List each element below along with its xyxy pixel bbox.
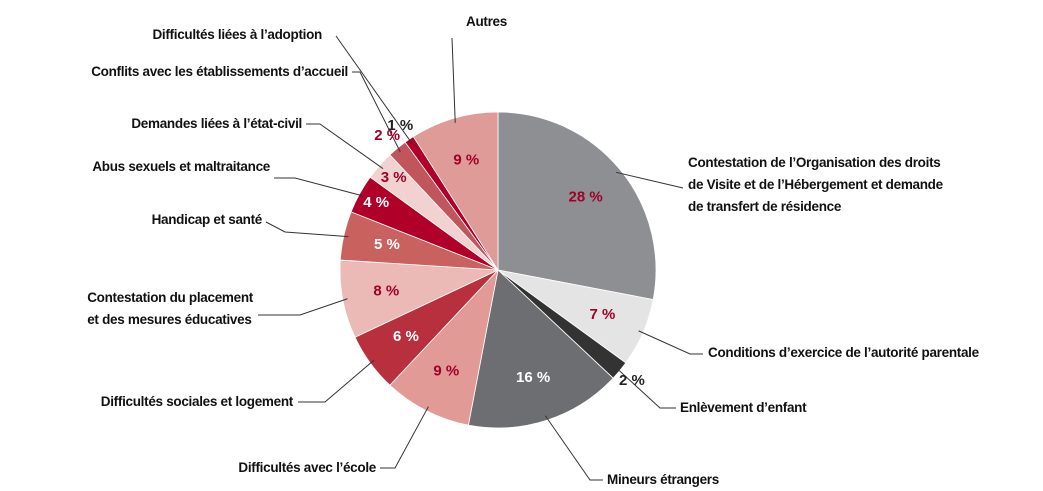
category-label: Difficultés liées à l’adoption: [152, 27, 322, 42]
leader-line: [298, 359, 375, 403]
leader-line: [335, 35, 413, 144]
value-label: 16 %: [516, 369, 550, 386]
value-label: 9 %: [433, 362, 459, 379]
leader-line: [258, 298, 348, 316]
leader-line: [306, 123, 384, 170]
category-label: Difficultés sociales et logement: [100, 394, 294, 409]
pie-slice: [497, 111, 657, 301]
category-label: Conflits avec les établissements d’accue…: [91, 64, 348, 79]
leader-line: [380, 406, 429, 469]
value-label: 3 %: [381, 169, 407, 186]
value-label: 8 %: [373, 282, 399, 299]
category-label: Enlèvement d’enfant: [680, 400, 807, 415]
category-label: Abus sexuels et maltraitance: [92, 159, 270, 174]
leader-line: [352, 71, 401, 153]
leader-line: [274, 177, 364, 197]
value-label: 2 %: [619, 372, 645, 389]
category-label: Demandes liées à l’état-civil: [131, 116, 302, 131]
category-label: Difficultés avec l’école: [238, 460, 376, 475]
category-label: Handicap et santé: [151, 212, 263, 227]
value-label: 7 %: [589, 306, 615, 323]
leader-line: [265, 221, 349, 238]
category-label: Autres: [466, 14, 507, 29]
category-label: Mineurs étrangers: [607, 472, 719, 487]
value-label: 2 %: [374, 127, 400, 144]
category-label: Conditions d’exercice de l’autorité pare…: [708, 345, 979, 360]
value-label: 6 %: [393, 328, 419, 345]
category-label: Contestation du placement et des mesures…: [87, 290, 253, 327]
category-label: Contestation de l’Organisation des droit…: [688, 155, 943, 214]
leader-line: [615, 367, 676, 409]
pie-slice: [467, 269, 614, 429]
value-label: 5 %: [374, 236, 400, 253]
leader-line: [638, 330, 703, 355]
leader-line: [451, 37, 456, 123]
leader-line: [615, 171, 684, 189]
value-label: 1 %: [387, 117, 413, 134]
value-label: 4 %: [363, 194, 389, 211]
value-label: 28 %: [569, 188, 603, 205]
value-label: 9 %: [453, 152, 479, 169]
leader-line: [544, 415, 603, 481]
pie-slice: [412, 111, 499, 272]
